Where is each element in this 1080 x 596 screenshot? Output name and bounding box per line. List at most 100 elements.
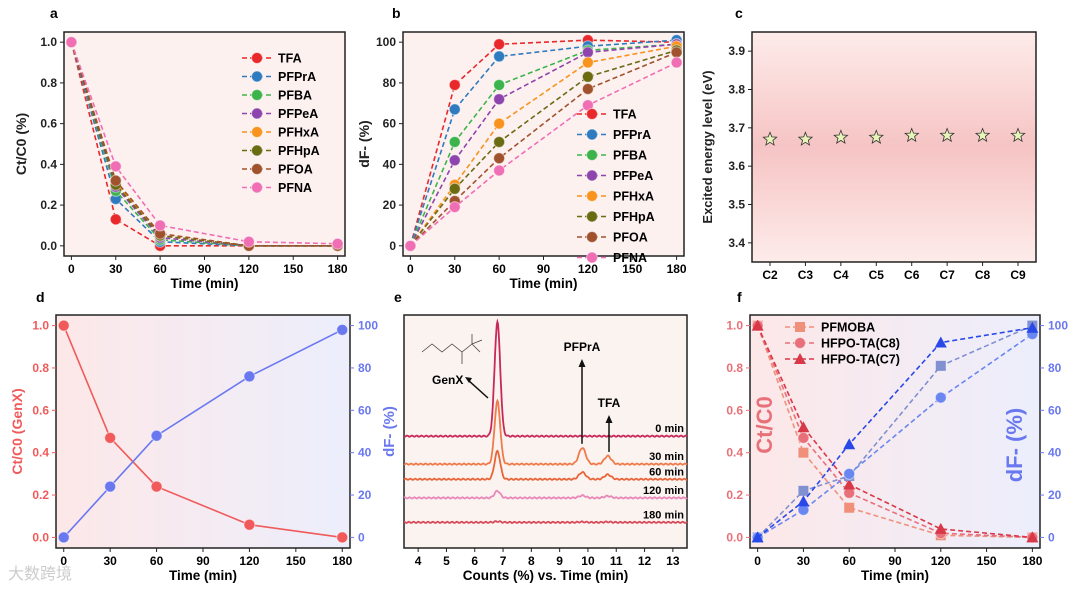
series-PFNA: [404, 56, 683, 252]
y-tick-label: 80: [383, 76, 397, 90]
y-tick-label: 100: [358, 319, 378, 333]
data-point: [843, 478, 856, 490]
y-axis-label: dF- (%): [356, 120, 372, 167]
x-tick-label: 90: [537, 262, 551, 276]
data-point: [448, 78, 461, 91]
panel-d: d 0 30 60 90 120 150 180 Time (min) 0.0 0.2 0.4 0.6 0…: [9, 289, 398, 583]
plot-area: [55, 314, 351, 549]
star-marker: [868, 129, 884, 145]
x-tick-label: C7: [939, 268, 955, 282]
series-line: [756, 325, 1033, 539]
trace-60-min: [403, 449, 687, 481]
panel-f: f 0 30 60 90 120 150 180 Time (min) 0.0 0.2 0.4 0.6 0…: [726, 289, 1068, 583]
x-axis-label: Time (min): [170, 276, 238, 291]
data-point: [1026, 531, 1039, 543]
legend-label: PFHpA: [278, 144, 320, 158]
data-point: [935, 360, 946, 371]
panel-label: e: [394, 289, 402, 305]
data-point: [581, 70, 594, 83]
legend-label: PFBA: [613, 149, 647, 163]
legend-label: PFHxA: [613, 190, 654, 204]
y-tick-label: 80: [358, 361, 372, 375]
series-HFPO-TA-C7-: [751, 319, 1039, 543]
series-Ct-C0-GenX-: [57, 319, 349, 544]
x-tick-label: 60: [492, 262, 506, 276]
legend-marker: [251, 89, 263, 101]
legend-marker: [251, 144, 263, 157]
legend-marker: [251, 163, 263, 175]
y-tick-label: 40: [358, 446, 372, 460]
data-point: [109, 160, 122, 173]
data-point: [1026, 321, 1039, 333]
data-point: [150, 480, 163, 493]
data-point: [670, 56, 683, 69]
y-tick-label: 60: [358, 403, 372, 417]
data-point: [242, 235, 255, 248]
star-marker: [939, 127, 955, 143]
legend-label: PFBA: [278, 89, 312, 103]
x-tick-label: 60: [150, 554, 164, 568]
y-tick-label: 3.9: [728, 44, 745, 58]
data-point: [243, 370, 256, 383]
x-axis-label: Counts (%) vs. Time (min): [463, 568, 629, 583]
x-tick-label: 0: [407, 262, 414, 276]
y-tick-label: 1.0: [40, 35, 57, 49]
data-point: [336, 323, 349, 336]
data-point: [797, 495, 810, 507]
y-axis-label: Ct/C0 (GenX): [9, 388, 25, 474]
panel-e: e 4 5 6 7 8 9 10 11 12 13 Counts (%) vs. Time (min)…: [394, 289, 688, 583]
legend-marker: [586, 251, 598, 264]
series-HFPO-TA-C7-dF-: [751, 321, 1039, 543]
watermark: 大数跨境: [8, 564, 73, 583]
data-point: [843, 467, 856, 480]
data-point: [493, 78, 506, 91]
y-tick-label: 0.0: [40, 239, 57, 253]
data-point: [331, 237, 344, 250]
legend-label: HFPO-TA(C8): [821, 337, 900, 351]
data-point: [104, 431, 117, 444]
series-PFNA: [65, 36, 344, 250]
y-tick-label: 0.6: [40, 117, 57, 131]
legend-marker: [586, 169, 598, 182]
star-marker: [797, 131, 814, 146]
x-tick-label: 120: [931, 554, 951, 568]
y-axis-label: dF- (%): [1002, 408, 1027, 483]
legend-label: PFOA: [613, 231, 648, 245]
data-point: [448, 135, 461, 148]
legend-marker: [251, 52, 263, 64]
data-point: [493, 117, 506, 130]
trace-label: 180 min: [643, 509, 684, 521]
x-tick-label: 13: [666, 554, 680, 568]
data-point: [404, 239, 417, 252]
legend-marker: [251, 126, 263, 138]
y-tick-label: 0.4: [40, 157, 57, 171]
x-tick-label: 8: [528, 554, 535, 568]
panel-b: b 0 30 60 90 120 150 180 Time (min) 0 20 40 60 80 100 d…: [356, 5, 687, 291]
legend-label: PFOA: [278, 163, 313, 177]
data-point: [751, 319, 764, 331]
data-point: [448, 154, 461, 167]
x-tick-label: C8: [975, 268, 991, 282]
x-tick-label: 150: [286, 554, 306, 568]
legend-label: PFPrA: [613, 128, 651, 142]
x-tick-label: 180: [667, 262, 687, 276]
arrowhead: [605, 415, 613, 423]
data-point: [493, 135, 506, 148]
legend-marker: [251, 70, 263, 83]
y-tick-label: 3.5: [728, 198, 745, 212]
x-tick-label: 5: [443, 554, 450, 568]
x-tick-label: 180: [328, 262, 348, 276]
y-tick-label: 80: [1048, 361, 1062, 375]
panel-label: d: [36, 289, 45, 305]
x-tick-label: 150: [283, 262, 303, 276]
x-tick-label: 120: [239, 554, 259, 568]
data-point: [336, 531, 349, 544]
data-point: [844, 502, 855, 513]
genx-structure-icon: [421, 334, 483, 364]
y-tick-label: 60: [383, 117, 397, 131]
star-marker: [833, 129, 849, 145]
x-axis-label: Time (min): [861, 568, 929, 583]
x-tick-label: 150: [977, 554, 997, 568]
x-tick-label: 120: [578, 262, 598, 276]
y-tick-label: 0.4: [32, 446, 49, 460]
